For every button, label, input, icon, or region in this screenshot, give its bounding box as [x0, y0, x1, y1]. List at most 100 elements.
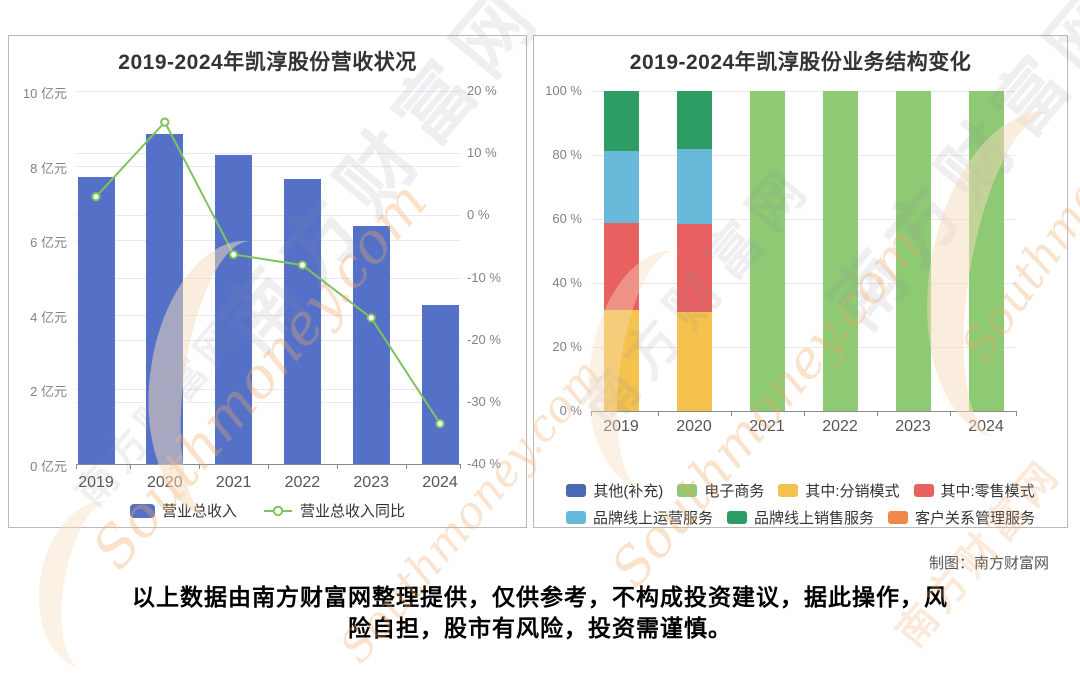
gridline [591, 91, 1016, 92]
bar-2022 [283, 179, 321, 464]
y-axis-tick-label: 10 亿元 [22, 86, 67, 101]
color-swatch [778, 484, 799, 497]
revenue-chart-title: 2019-2024年凯淳股份营收状况 [118, 51, 417, 74]
axis-tick [460, 464, 461, 469]
stack-segment-2022 [822, 91, 858, 411]
stack-segment-2019 [603, 309, 639, 411]
axis-tick [76, 464, 77, 469]
axis-tick [199, 464, 201, 469]
y-axis-tick-label: 6 亿元 [30, 235, 67, 251]
x-axis-label: 2021 [215, 474, 252, 491]
y-axis-tick-label: 20 % [552, 339, 582, 354]
legend-label: 其中:零售模式 [940, 483, 1035, 500]
revenue-x-axis: 2019 2020 2021 2022 2023 2024 [76, 474, 460, 496]
y-axis-tick-label: 100 % [545, 83, 582, 98]
gridline [76, 402, 460, 403]
axis-tick [130, 464, 132, 469]
axis-tick [268, 464, 269, 469]
secondary-axis-tick-label: 0 % [467, 207, 490, 223]
x-axis-label: 2020 [676, 418, 712, 435]
axis-tick [1016, 411, 1017, 416]
legend-label: 品牌线上运营服务 [592, 510, 713, 527]
growth-line [91, 117, 445, 429]
color-swatch [677, 484, 698, 497]
revenue-left-axis: 10 亿元 8 亿元 6 亿元 4 亿元 2 亿元 0 亿元 [9, 86, 67, 474]
stack-segment-2019 [603, 223, 639, 310]
y-axis-tick-label: 2 亿元 [30, 384, 67, 400]
legend-label: 品牌线上销售服务 [753, 510, 874, 527]
stack-segment-2020 [676, 91, 712, 150]
legend-label: 电子商务 [704, 483, 765, 500]
x-axis-label: 2021 [749, 418, 785, 435]
axis-tick [803, 411, 805, 416]
gridline [76, 389, 460, 390]
secondary-axis-tick-label: -10 % [467, 269, 501, 285]
y-axis-tick-label: 40 % [552, 275, 582, 290]
y-axis-tick-label: 0 % [559, 403, 582, 418]
gridline [591, 347, 1016, 348]
axis-tick [591, 411, 592, 416]
axis-tick [730, 411, 732, 416]
x-axis-label: 2019 [603, 418, 639, 435]
stack-segment-2019 [603, 151, 639, 224]
x-axis-label: 2023 [895, 418, 931, 435]
legend-item-revenue: 营业总收入 [129, 500, 237, 521]
legend-item: 其中:零售模式 [913, 480, 1035, 501]
legend-label: 营业总收入同比 [300, 503, 406, 520]
legend-row: 其他(补充) 电子商务 其中:分销模式 其中:零售模式 [566, 480, 1035, 501]
x-axis-label: 2023 [353, 474, 389, 491]
axis-tick [336, 464, 338, 469]
credit-line: 制图：南方财富网 [928, 555, 1049, 572]
y-axis-tick-label: 4 亿元 [30, 309, 67, 325]
x-axis-label: 2022 [822, 418, 858, 435]
color-swatch [888, 511, 908, 524]
axis-tick [657, 411, 659, 416]
legend-item: 其他(补充) [566, 480, 663, 501]
bar-2021 [215, 154, 253, 464]
x-axis-label: 2020 [147, 474, 183, 491]
structure-x-axis: 2019 2020 2021 2022 2023 2024 [591, 418, 1016, 440]
stack-segment-2020 [676, 311, 712, 411]
legend-label: 客户关系管理服务 [915, 510, 1036, 527]
revenue-plot-area [76, 91, 461, 469]
disclaimer-line-2: 险自担，股市有风险，投资需谨慎。 [348, 615, 732, 641]
revenue-legend: 营业总收入 营业总收入同比 [9, 500, 526, 521]
gridline [591, 155, 1016, 156]
stack-segment-2024 [968, 91, 1004, 411]
legend-label: 营业总收入 [161, 503, 237, 520]
legend-item-growth: 营业总收入同比 [263, 500, 405, 521]
disclaimer-line-1: 以上数据由南方财富网整理提供，仅供参考，不构成投资建议，据此操作，风 [132, 584, 948, 610]
y-axis-tick-label: 8 亿元 [30, 160, 67, 176]
gridline [76, 278, 460, 279]
stack-segment-2019 [603, 91, 639, 152]
x-axis-label: 2022 [284, 474, 321, 491]
structure-chart-title: 2019-2024年凯淳股份业务结构变化 [629, 51, 972, 74]
axis-tick [405, 464, 407, 469]
axis-tick [949, 411, 951, 416]
legend-row: 品牌线上运营服务 品牌线上销售服务 客户关系管理服务 [565, 507, 1035, 528]
revenue-right-axis: 20 % 10 % 0 % -10 % -20 % -30 % -40 % [467, 83, 527, 471]
gridline [76, 166, 460, 167]
stack-segment-2023 [895, 91, 931, 411]
gridline [76, 315, 460, 316]
revenue-chart-card: 2019-2024年凯淳股份营收状况 10 亿元 8 亿元 6 亿元 4 亿元 2 亿元… [8, 35, 527, 528]
structure-chart-card: 2019-2024年凯淳股份业务结构变化 100 % 80 % 60 % 40 % 20… [533, 35, 1068, 528]
legend-item: 品牌线上销售服务 [726, 507, 874, 528]
y-axis-tick-label: 80 % [552, 147, 582, 162]
structure-left-axis: 100 % 80 % 60 % 40 % 20 % 0 % [534, 83, 582, 418]
secondary-axis-tick-label: -30 % [467, 393, 501, 409]
color-swatch [565, 511, 586, 524]
x-axis-label: 2024 [422, 474, 458, 491]
legend-item: 客户关系管理服务 [888, 507, 1035, 528]
gridline [76, 91, 460, 92]
gridline [591, 283, 1016, 284]
bar-color-swatch [129, 503, 155, 518]
gridline [76, 153, 460, 154]
x-axis-label: 2024 [968, 418, 1004, 435]
y-axis-tick-label: 0 亿元 [30, 459, 67, 474]
structure-legend: 其他(补充) 电子商务 其中:分销模式 其中:零售模式 品牌线上运营服务 品牌线上销售服务… [534, 480, 1067, 528]
legend-item: 电子商务 [677, 480, 764, 501]
legend-label: 其他(补充) [593, 483, 664, 500]
stack-segment-2020 [676, 223, 712, 312]
secondary-axis-tick-label: 20 % [467, 83, 497, 98]
